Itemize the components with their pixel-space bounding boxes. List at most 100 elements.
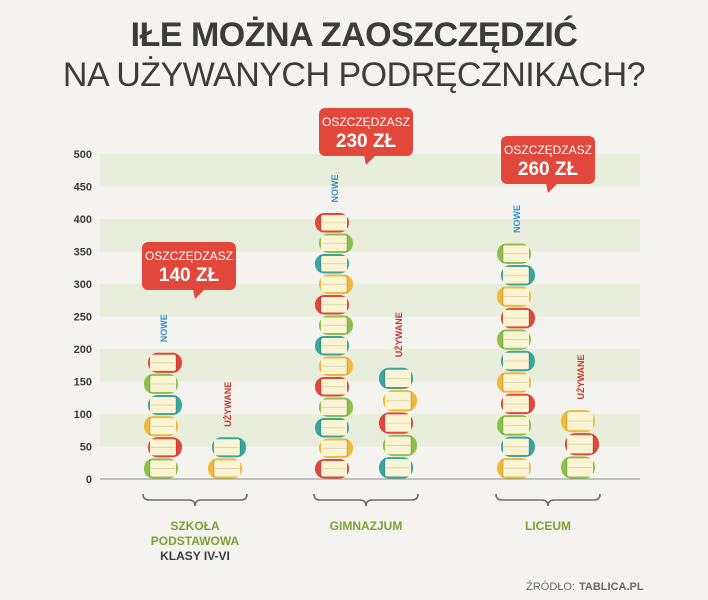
book xyxy=(148,352,182,373)
y-tick-label: 0 xyxy=(86,474,92,486)
page-subtitle: NA UŻYWANYCH PODRĘCZNIKACH? xyxy=(62,56,646,94)
book xyxy=(315,295,349,315)
book xyxy=(315,418,349,438)
book xyxy=(379,367,413,390)
savings-callout: OSZCZĘDZASZ 260 ZŁ xyxy=(501,136,595,193)
book xyxy=(144,458,178,479)
callout-label: OSZCZĘDZASZ xyxy=(322,115,410,129)
y-tick-label: 100 xyxy=(74,409,92,421)
category-label: LICEUM xyxy=(525,519,571,533)
book xyxy=(501,265,535,286)
series-label-nowe: NOWE xyxy=(512,205,522,233)
book xyxy=(501,307,535,329)
source-name: TABLICA.PL xyxy=(579,581,644,593)
series-label-nowe: NOWE xyxy=(330,175,340,203)
y-tick-label: 150 xyxy=(74,377,92,389)
book xyxy=(144,373,178,394)
book xyxy=(497,415,531,436)
savings-callout: OSZCZĘDZASZ 230 ZŁ xyxy=(319,108,413,165)
book xyxy=(561,456,595,479)
book xyxy=(497,372,531,393)
stack-nowe xyxy=(497,243,535,479)
book xyxy=(208,458,242,479)
book xyxy=(383,390,417,412)
savings-callout: OSZCZĘDZASZ 140 ZŁ xyxy=(142,242,236,299)
book xyxy=(565,433,599,456)
book xyxy=(212,437,246,458)
series-label-uzywane: UŻYWANE xyxy=(223,382,233,427)
category-label: GIMNAZJUM xyxy=(330,519,403,533)
book xyxy=(319,356,353,376)
book xyxy=(315,459,349,479)
callout-box xyxy=(319,108,413,156)
book xyxy=(315,336,349,356)
callout-label: OSZCZĘDZASZ xyxy=(145,249,233,263)
book xyxy=(497,286,531,307)
stack-uzywane xyxy=(379,367,417,479)
grid-band xyxy=(100,414,640,447)
stack-uzywane xyxy=(561,409,599,479)
callout-pointer xyxy=(546,183,558,193)
callout-value: 140 ZŁ xyxy=(159,265,220,286)
stack-uzywane xyxy=(208,437,246,479)
callout-label: OSZCZĘDZASZ xyxy=(504,143,592,157)
y-tick-label: 500 xyxy=(74,149,92,161)
stack-nowe xyxy=(315,213,353,479)
book xyxy=(319,274,353,294)
series-labels: NOWE UŻYWANE NOWE UŻYWANE NOWE UŻYWANE xyxy=(159,175,586,427)
book xyxy=(315,254,349,274)
category-label: PODSTAWOWA xyxy=(151,534,240,548)
page-title: IŁE MOŻNA ZAOSZCZĘDZIĆ xyxy=(130,16,578,54)
book xyxy=(319,438,353,458)
callout-value: 260 ZŁ xyxy=(518,159,579,180)
category-sublabel: KLASY IV-VI xyxy=(160,549,230,563)
grid-band xyxy=(100,349,640,382)
book xyxy=(144,416,178,437)
book xyxy=(561,409,595,433)
chart-bands xyxy=(100,154,640,447)
series-label-nowe: NOWE xyxy=(159,314,169,342)
book xyxy=(383,434,417,457)
callout-value: 230 ZŁ xyxy=(336,131,397,152)
y-axis: 0 50 100 150 200 250 300 350 400 450 500 xyxy=(74,149,640,486)
book xyxy=(379,457,413,479)
book xyxy=(497,329,531,350)
book xyxy=(148,437,182,458)
book xyxy=(319,397,353,417)
category-brace xyxy=(142,493,248,507)
book xyxy=(497,243,531,264)
y-tick-label: 400 xyxy=(74,214,92,226)
y-tick-label: 300 xyxy=(74,279,92,291)
y-tick-label: 350 xyxy=(74,247,92,259)
book-stacks xyxy=(144,213,599,479)
book xyxy=(501,350,535,372)
callout-pointer xyxy=(193,289,205,299)
source-label: ŹRÓDŁO: xyxy=(526,580,575,593)
book xyxy=(315,213,349,233)
book xyxy=(501,393,535,415)
book xyxy=(148,395,182,416)
series-label-uzywane: UŻYWANE xyxy=(576,354,586,399)
series-label-uzywane: UŻYWANE xyxy=(394,312,404,357)
y-tick-label: 200 xyxy=(74,344,92,356)
book xyxy=(379,412,413,434)
book xyxy=(315,377,349,397)
category-brace xyxy=(495,493,601,507)
book xyxy=(501,436,535,458)
callout-pointer xyxy=(364,155,376,165)
stack-nowe xyxy=(144,352,182,479)
book xyxy=(319,233,353,253)
callout-box xyxy=(501,136,595,184)
category-braces xyxy=(142,493,601,507)
callout-box xyxy=(142,242,236,290)
source-credit: ŹRÓDŁO: TABLICA.PL xyxy=(526,580,644,593)
category-brace xyxy=(313,493,419,507)
book xyxy=(497,458,531,479)
y-tick-label: 50 xyxy=(80,442,92,454)
category-label: SZKOŁA xyxy=(170,519,220,533)
y-tick-label: 450 xyxy=(74,182,92,194)
